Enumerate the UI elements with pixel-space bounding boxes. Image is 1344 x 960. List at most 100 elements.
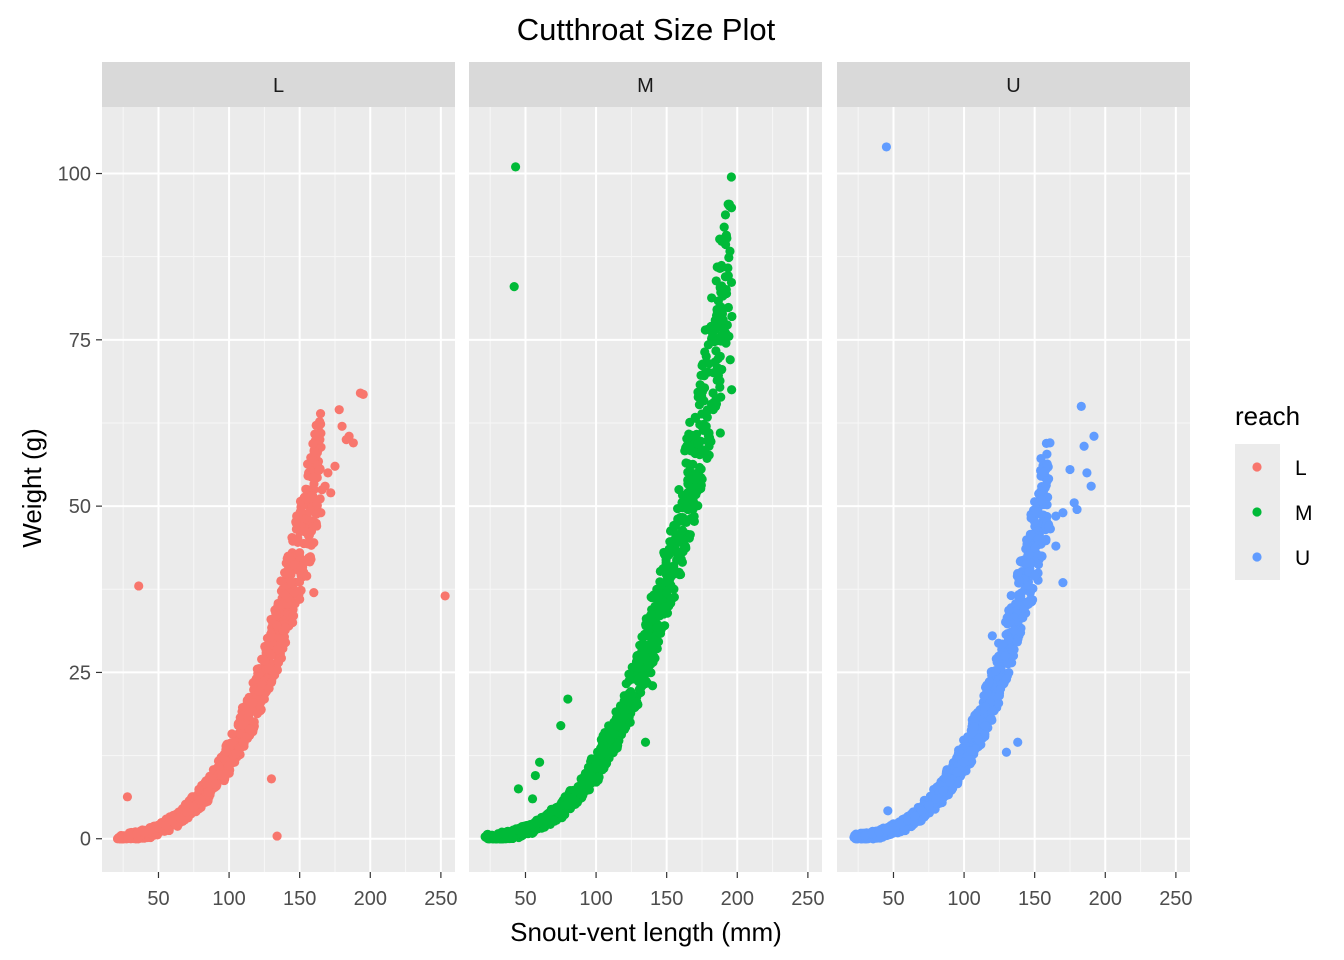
data-point <box>307 454 318 464</box>
data-point <box>196 795 206 805</box>
data-point <box>721 338 731 348</box>
data-point <box>302 571 312 581</box>
data-point <box>664 550 674 560</box>
data-point <box>994 698 1004 708</box>
data-point <box>1025 529 1035 539</box>
data-point <box>669 520 679 531</box>
data-point <box>727 311 737 322</box>
data-point <box>254 669 264 679</box>
data-point <box>125 830 135 841</box>
data-point <box>326 488 336 498</box>
data-point <box>723 271 733 281</box>
data-point <box>725 355 735 365</box>
panel-background <box>102 107 455 872</box>
x-tick-label: 200 <box>1089 888 1122 910</box>
x-tick-label: 150 <box>1018 888 1051 910</box>
data-point <box>1000 651 1010 661</box>
data-point <box>1037 551 1047 561</box>
x-tick-label: 250 <box>791 888 824 910</box>
x-axis-title: Snout-vent length (mm) <box>510 917 782 947</box>
chart-title: Cutthroat Size Plot <box>517 12 776 47</box>
data-point <box>661 577 671 587</box>
data-point <box>259 694 269 704</box>
data-point <box>189 802 199 812</box>
x-tick-label: 250 <box>424 888 457 910</box>
data-point <box>348 438 358 448</box>
data-point <box>676 534 686 544</box>
data-point <box>954 747 964 757</box>
data-point <box>704 428 714 438</box>
data-point <box>1058 578 1068 588</box>
data-point <box>634 658 644 668</box>
data-point <box>245 724 255 734</box>
data-point <box>1051 511 1061 521</box>
series-points-m <box>480 162 737 844</box>
data-point <box>260 656 270 666</box>
data-point <box>570 786 580 796</box>
legend: reach LMU <box>1235 401 1313 580</box>
data-point <box>881 142 892 152</box>
data-point <box>1026 513 1036 523</box>
data-point <box>711 311 722 321</box>
data-point <box>485 832 495 842</box>
data-point <box>358 389 368 399</box>
data-point <box>266 774 277 784</box>
facet-strip-label: U <box>1006 75 1020 97</box>
data-point <box>997 639 1008 649</box>
data-point <box>980 729 990 740</box>
x-tick-label: 150 <box>283 888 316 910</box>
data-point <box>591 757 601 767</box>
data-point <box>945 777 955 787</box>
facet-panels: L 50 100 150 200 250 M 50 100 150 200 250 U 50 100 150 2… <box>102 62 1193 910</box>
data-point <box>312 498 322 509</box>
data-point <box>982 680 992 690</box>
legend-label-u: U <box>1295 547 1310 570</box>
data-point <box>1041 534 1051 544</box>
data-point <box>959 735 969 745</box>
data-point <box>860 830 870 841</box>
data-point <box>295 507 305 517</box>
data-point <box>309 538 319 548</box>
data-point <box>662 588 672 598</box>
data-point <box>1008 651 1019 661</box>
data-point <box>221 746 231 756</box>
data-point <box>299 538 309 549</box>
facet-strip-label: M <box>637 75 654 97</box>
data-point <box>1002 619 1013 629</box>
data-point <box>647 610 657 620</box>
data-point <box>703 324 713 334</box>
data-point <box>1025 549 1035 559</box>
data-point <box>711 395 721 405</box>
data-point <box>703 367 713 377</box>
data-point <box>291 518 301 528</box>
data-point <box>316 508 326 518</box>
data-point <box>598 746 608 756</box>
data-point <box>696 370 706 380</box>
data-point <box>952 767 962 777</box>
data-point <box>725 246 735 256</box>
data-point <box>527 794 538 804</box>
data-point <box>938 786 948 796</box>
x-tick-label: 100 <box>579 888 612 910</box>
data-point <box>685 530 695 540</box>
data-point <box>669 561 679 571</box>
data-point <box>288 617 298 628</box>
data-point <box>718 315 728 325</box>
data-point <box>987 631 997 641</box>
data-point <box>266 677 277 688</box>
data-point <box>722 233 732 243</box>
data-point <box>726 203 737 213</box>
data-point <box>1042 459 1052 469</box>
data-point <box>690 448 700 459</box>
data-point <box>300 492 310 502</box>
data-point <box>1039 467 1049 477</box>
data-point <box>330 461 340 471</box>
data-point <box>1015 627 1026 638</box>
data-point <box>175 812 185 823</box>
data-point <box>556 721 566 731</box>
data-point <box>720 210 731 220</box>
data-point <box>675 570 685 580</box>
data-point <box>991 665 1001 676</box>
facet-strip <box>837 62 1190 107</box>
legend-key-u <box>1252 552 1262 562</box>
